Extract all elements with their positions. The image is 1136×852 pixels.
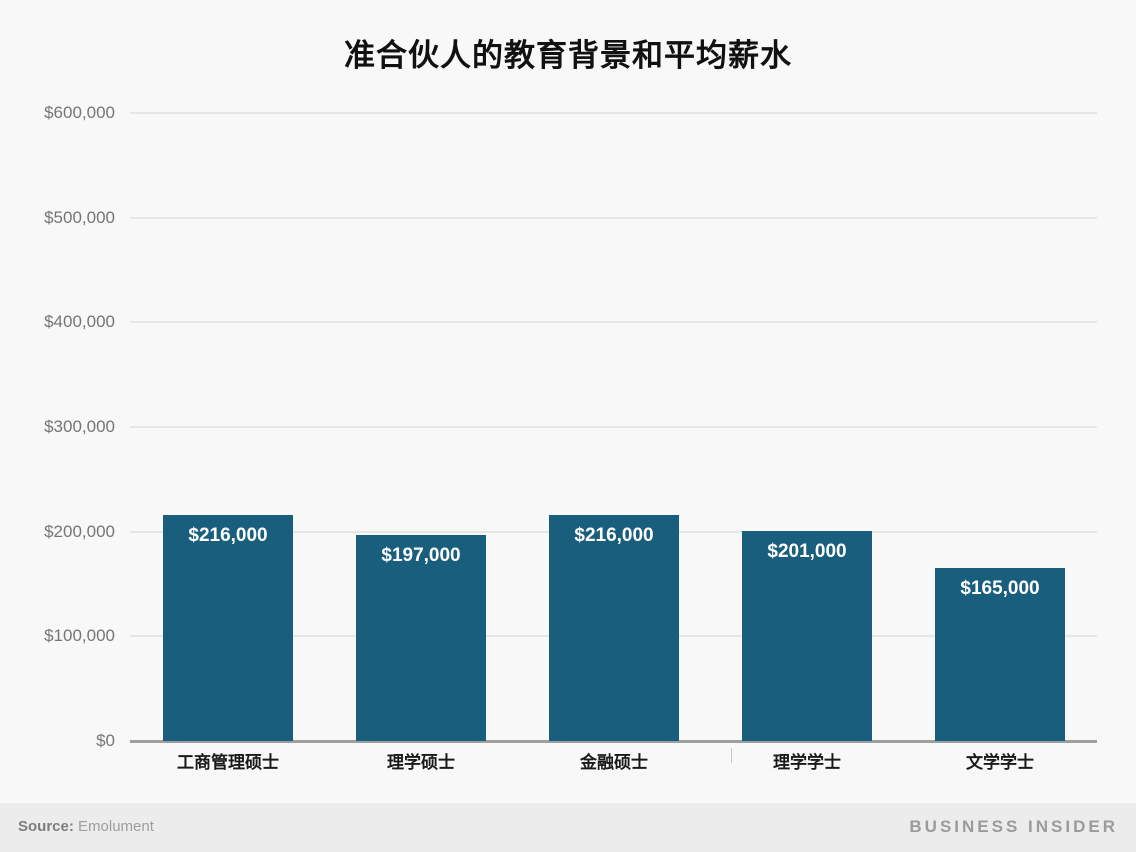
y-axis-tick-label: $500,000 [44,207,115,227]
gridline [130,216,1097,219]
x-axis-category-label: 理学学士 [773,753,841,772]
bar-4 [742,530,872,741]
bar-value-label: $197,000 [381,544,461,566]
y-axis-tick-label: $600,000 [44,103,115,122]
y-axis-tick-label: $200,000 [44,521,115,541]
gridline [130,112,1097,114]
x-axis-category-label: 理学硕士 [387,753,455,772]
gridline [130,321,1097,324]
y-axis-tick-label: $0 [96,731,115,750]
bar-2 [356,534,486,741]
y-axis-tick-label: $300,000 [44,417,115,436]
business-insider-logo: BUSINESS INSIDER [909,817,1118,836]
bar-3 [549,514,679,741]
bar-value-label: $216,000 [188,524,268,546]
x-axis-line [130,739,1097,743]
bar-value-label: $165,000 [960,578,1040,600]
footer-bar: Source: Emolument BUSINESS INSIDER [0,803,1136,852]
x-axis-category-label: 工商管理硕士 [177,753,279,772]
x-axis-tick [731,748,732,763]
chart-title: 准合伙人的教育背景和平均薪水 [344,38,792,73]
x-axis-category-label: 金融硕士 [580,753,648,772]
source-label: Source: [18,818,74,835]
bar-1 [163,514,293,741]
bar-value-label: $201,000 [767,540,847,562]
source-line: Source: Emolument [18,818,154,835]
gridline [130,426,1097,428]
y-axis-tick-label: $100,000 [44,626,115,646]
source-name: Emolument [78,818,154,835]
bar-value-label: $216,000 [574,524,654,546]
y-axis-tick-label: $400,000 [44,312,115,332]
x-axis-category-label: 文学学士 [966,753,1034,772]
bar-5 [935,568,1065,741]
